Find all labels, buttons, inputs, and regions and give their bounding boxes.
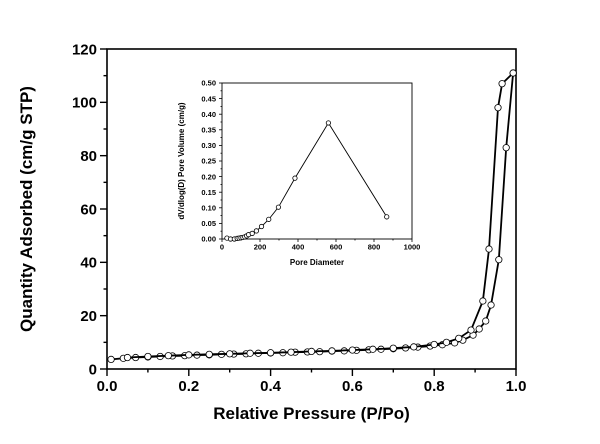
series-1-point	[498, 80, 506, 88]
inset-plot: 0 200 400 600 800 1000 0.00 0.05 0.10 0.15 0.20 0.2…	[177, 79, 420, 267]
x-tick-label: 600	[330, 243, 343, 252]
series-1-point	[509, 69, 517, 77]
series-1-point	[369, 345, 377, 353]
x-tick-label: 0.4	[260, 378, 282, 395]
series-1-point	[494, 104, 502, 112]
series-1-point	[287, 348, 295, 356]
series-1-point	[467, 326, 475, 334]
y-tick-label: 0.05	[201, 219, 216, 228]
plot-frame	[221, 82, 413, 240]
series-1-point	[389, 344, 397, 352]
x-tick-label: 0.6	[342, 378, 363, 395]
series-0-point	[495, 256, 503, 264]
series-1-point	[410, 343, 418, 351]
series-1-point	[123, 353, 132, 362]
x-tick-label: 400	[292, 243, 305, 252]
y-axis-label: Quantity Adsorbed (cm/g STP)	[17, 86, 36, 332]
series-0-point	[475, 325, 483, 333]
y-tick-label: 0.20	[201, 172, 216, 181]
series-0-point	[275, 204, 282, 210]
y-tick-label: 0.30	[201, 141, 216, 150]
y-tick-label: 0.00	[201, 235, 216, 244]
x-tick-label: 200	[254, 243, 267, 252]
y-tick-label: 0.15	[201, 188, 216, 197]
x-tick-label: 1000	[404, 243, 421, 252]
y-tick-label: 40	[80, 255, 97, 272]
series-0-point	[292, 175, 298, 181]
series-1-point	[328, 347, 336, 355]
series-0-point	[266, 216, 272, 222]
y-tick-label: 60	[80, 201, 97, 218]
series-1-point	[226, 350, 234, 358]
series-1-point	[144, 352, 152, 361]
y-tick-label: 20	[80, 308, 97, 325]
series-0-point	[502, 144, 510, 152]
x-tick-label: 0.2	[178, 378, 199, 395]
series-0-point	[384, 214, 390, 220]
series-1-point	[485, 245, 493, 253]
series-1-point	[348, 346, 356, 354]
series-1-point	[430, 340, 438, 349]
y-tick-label: 0.50	[201, 79, 216, 88]
series-1-point	[246, 349, 254, 357]
y-tick-label: 0	[89, 361, 97, 378]
series-0-point	[482, 317, 490, 325]
x-tick-label: 1.0	[506, 378, 527, 395]
series-0-point	[258, 223, 265, 230]
y-tick-label: 80	[80, 148, 97, 165]
x-tick-label: 800	[368, 243, 381, 252]
series-1-point	[205, 350, 213, 358]
y-tick-label: 0.25	[201, 157, 216, 166]
series-0-point	[253, 228, 259, 234]
series-1-point	[185, 351, 193, 359]
y-tick-label: 0.10	[201, 204, 216, 213]
x-axis-label: Pore Diameter	[290, 258, 344, 267]
series-1-point	[455, 334, 463, 342]
y-tick-label: 100	[72, 95, 97, 112]
y-tick-label: 0.35	[201, 126, 216, 135]
series-1-point	[479, 297, 487, 305]
x-axis-label: Relative Pressure (P/Po)	[213, 404, 410, 423]
y-tick-label: 120	[72, 41, 97, 58]
series-1-point	[442, 338, 451, 346]
y-tick-label: 0.40	[201, 110, 216, 119]
series-0-point	[107, 355, 115, 363]
x-tick-label: 0.0	[97, 378, 118, 395]
series-0-point	[249, 230, 255, 236]
series-1-point	[307, 347, 316, 355]
series-1-point	[266, 349, 275, 357]
x-tick-label: 0.8	[424, 378, 445, 395]
series-0-point	[487, 301, 495, 309]
y-tick-label: 0.45	[201, 94, 216, 103]
x-tick-label: 0	[220, 243, 224, 252]
series-1-point	[164, 352, 172, 360]
series-0-point	[325, 120, 331, 126]
y-axis-label: dV/dlog(D) Pore Volume (cm/g)	[177, 102, 186, 220]
